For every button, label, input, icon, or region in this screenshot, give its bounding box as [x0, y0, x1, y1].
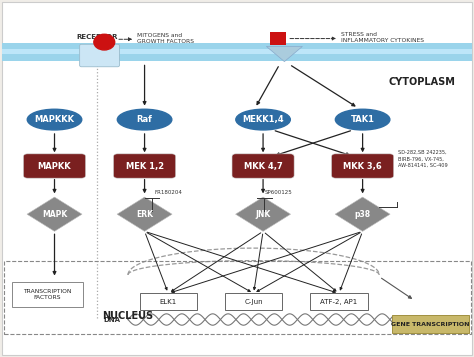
Text: ATF-2, AP1: ATF-2, AP1: [320, 299, 357, 305]
Text: MAPK: MAPK: [42, 210, 67, 219]
Polygon shape: [266, 46, 302, 61]
Text: FR180204: FR180204: [154, 190, 182, 195]
FancyBboxPatch shape: [80, 44, 119, 67]
Text: JNK: JNK: [255, 210, 271, 219]
Ellipse shape: [27, 109, 82, 130]
Circle shape: [94, 34, 115, 50]
Text: TRANSCRIPTION
FACTORS: TRANSCRIPTION FACTORS: [23, 289, 72, 300]
FancyBboxPatch shape: [12, 282, 83, 307]
Polygon shape: [117, 197, 172, 231]
Text: MKK 4,7: MKK 4,7: [244, 161, 283, 171]
FancyBboxPatch shape: [270, 32, 286, 45]
FancyBboxPatch shape: [310, 293, 368, 310]
Text: MEK 1,2: MEK 1,2: [126, 161, 164, 171]
Ellipse shape: [336, 109, 390, 130]
Text: C-Jun: C-Jun: [244, 299, 263, 305]
Polygon shape: [236, 197, 291, 231]
Text: MITOGENS and
GROWTH FACTORS: MITOGENS and GROWTH FACTORS: [137, 33, 194, 44]
Text: CYTOPLASM: CYTOPLASM: [388, 77, 455, 87]
FancyBboxPatch shape: [392, 315, 468, 333]
Polygon shape: [335, 197, 390, 231]
Text: ELK1: ELK1: [160, 299, 177, 305]
FancyBboxPatch shape: [331, 154, 393, 178]
Text: DNA: DNA: [104, 317, 121, 322]
FancyBboxPatch shape: [23, 154, 85, 178]
Text: p38: p38: [355, 210, 371, 219]
Text: GENE TRANSCRIPTION: GENE TRANSCRIPTION: [391, 322, 470, 327]
Text: TAK1: TAK1: [351, 115, 374, 124]
Text: SP600125: SP600125: [264, 190, 292, 195]
Text: MAPKK: MAPKK: [38, 161, 71, 171]
FancyBboxPatch shape: [232, 154, 294, 178]
Text: MKK 3,6: MKK 3,6: [343, 161, 382, 171]
FancyBboxPatch shape: [225, 293, 282, 310]
Text: MAPKKK: MAPKKK: [35, 115, 74, 124]
Ellipse shape: [117, 109, 172, 130]
Polygon shape: [27, 197, 82, 231]
FancyBboxPatch shape: [139, 293, 197, 310]
Text: RECEPTOR: RECEPTOR: [76, 34, 118, 40]
Text: NUCLEUS: NUCLEUS: [102, 311, 153, 321]
Text: STRESS and
INFLAMMATORY CYTOKINES: STRESS and INFLAMMATORY CYTOKINES: [341, 32, 424, 43]
FancyBboxPatch shape: [2, 49, 472, 54]
Text: MEKK1,4: MEKK1,4: [242, 115, 284, 124]
Ellipse shape: [236, 109, 290, 130]
FancyBboxPatch shape: [113, 154, 175, 178]
Text: Raf: Raf: [137, 115, 153, 124]
FancyBboxPatch shape: [2, 43, 472, 61]
Text: ERK: ERK: [136, 210, 153, 219]
Text: SD-282,SB 242235,
BIRB-796, VX-745,
AW-814141, SC-409: SD-282,SB 242235, BIRB-796, VX-745, AW-8…: [398, 150, 448, 167]
